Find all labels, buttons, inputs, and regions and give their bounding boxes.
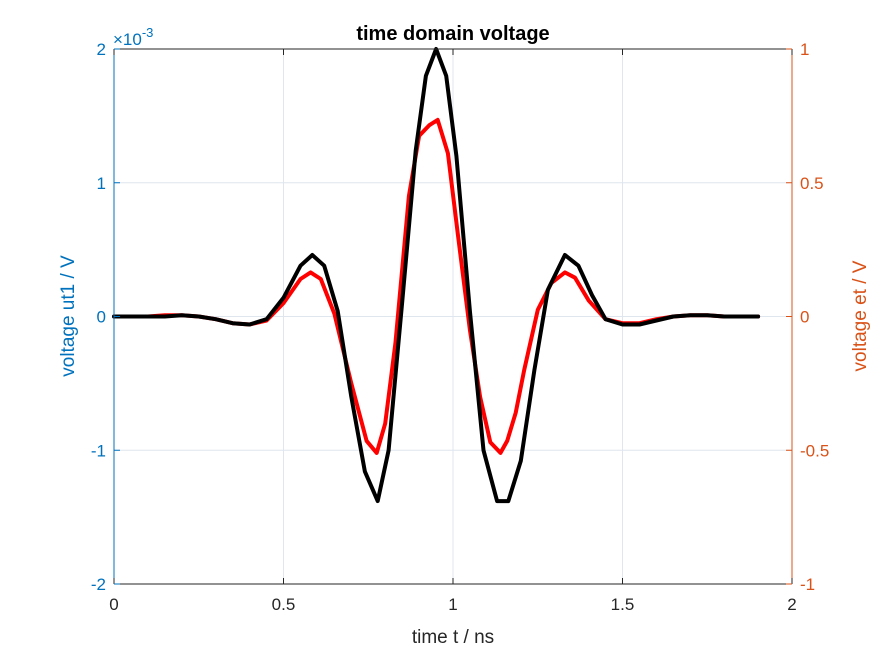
x-tick-label: 2 xyxy=(787,595,796,614)
y-right-tick-label: 0 xyxy=(800,308,809,327)
x-tick-label: 1.5 xyxy=(611,595,635,614)
y-left-tick-label: 2 xyxy=(97,40,106,59)
chart-title: time domain voltage xyxy=(356,23,549,45)
y-axis-right-label: voltage et / V xyxy=(850,260,871,371)
y-right-tick-label: 1 xyxy=(800,40,809,59)
y-right-tick-label: -0.5 xyxy=(800,441,829,460)
exponent-base: ×10 xyxy=(113,30,142,49)
x-tick-label: 1 xyxy=(448,595,457,614)
y-axis-left-label: voltage ut1 / V xyxy=(58,255,79,377)
left-axis-exponent: ×10-3 xyxy=(113,25,153,49)
series-line-et xyxy=(112,47,761,504)
x-axis-label: time t / ns xyxy=(412,627,494,648)
exponent-power: -3 xyxy=(142,25,154,40)
axes-frame xyxy=(113,48,793,585)
y-right-tick-label: 0.5 xyxy=(800,174,824,193)
y-left-tick-label: 1 xyxy=(97,174,106,193)
x-tick-label: 0.5 xyxy=(272,595,296,614)
y-left-tick-label: -1 xyxy=(91,441,106,460)
y-right-tick-label: -1 xyxy=(800,575,815,594)
series-line-ut1 xyxy=(112,117,761,455)
y-left-tick-label: 0 xyxy=(97,308,106,327)
x-tick-label: 0 xyxy=(109,595,118,614)
plot-lines xyxy=(112,47,761,504)
y-left-tick-label: -2 xyxy=(91,575,106,594)
